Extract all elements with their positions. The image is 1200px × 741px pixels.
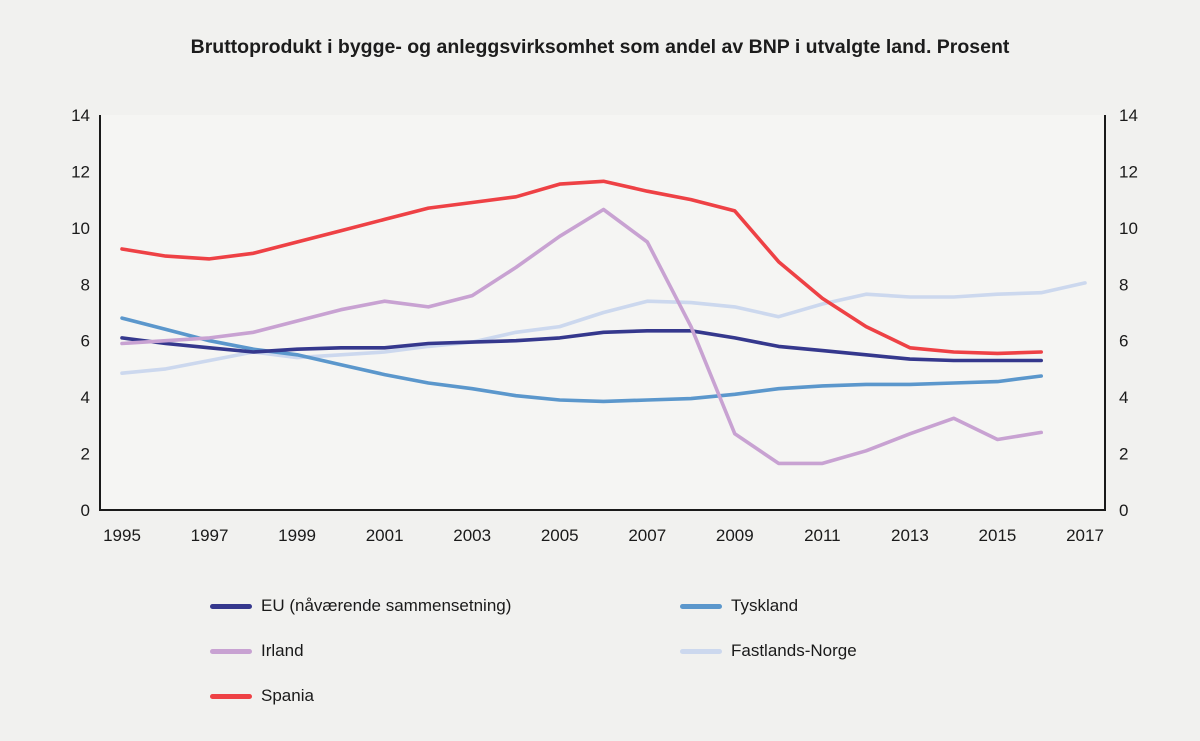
series-line-spania xyxy=(120,179,1043,356)
y-axis-tick-right: 4 xyxy=(1119,388,1128,407)
y-axis-tick-left: 4 xyxy=(81,388,90,407)
legend-label-spania: Spania xyxy=(261,686,314,705)
y-axis-tick-right: 0 xyxy=(1119,501,1128,520)
x-axis-tick: 2005 xyxy=(541,526,579,545)
x-axis-tick: 2017 xyxy=(1066,526,1104,545)
legend-item-spania: Spania xyxy=(210,684,680,708)
y-axis-tick-left: 12 xyxy=(71,162,90,181)
legend-swatch-spania xyxy=(210,693,252,699)
y-axis-tick-right: 8 xyxy=(1119,275,1128,294)
x-axis-tick: 2009 xyxy=(716,526,754,545)
legend-item-tyskland: Tyskland xyxy=(680,594,857,618)
legend-item-irland: Irland xyxy=(210,639,680,663)
series-line-irland xyxy=(120,207,1043,466)
series-line-fastlands-norge xyxy=(120,281,1087,376)
y-axis-tick-right: 6 xyxy=(1119,332,1128,351)
x-axis-tick: 2001 xyxy=(366,526,404,545)
y-axis-tick-left: 6 xyxy=(81,332,90,351)
y-axis-tick-right: 14 xyxy=(1119,106,1138,125)
legend-swatch-eu xyxy=(210,603,252,609)
legend-item-fastlands-norge: Fastlands-Norge xyxy=(680,639,857,663)
y-axis-tick-left: 8 xyxy=(81,275,90,294)
x-axis-tick: 1997 xyxy=(191,526,229,545)
x-axis-tick: 2015 xyxy=(979,526,1017,545)
y-axis-tick-left: 2 xyxy=(81,445,90,464)
x-axis-tick: 2007 xyxy=(628,526,666,545)
legend-swatch-irland xyxy=(210,648,252,654)
y-axis-tick-right: 10 xyxy=(1119,219,1138,238)
legend-label-fastlands-norge: Fastlands-Norge xyxy=(731,641,857,660)
x-axis-tick: 2013 xyxy=(891,526,929,545)
legend-swatch-tyskland xyxy=(680,603,722,609)
chart-title: Bruttoprodukt i bygge- og anleggsvirksom… xyxy=(190,36,1010,58)
y-axis-tick-left: 0 xyxy=(81,501,90,520)
x-axis-tick: 1995 xyxy=(103,526,141,545)
x-axis-tick: 2003 xyxy=(453,526,491,545)
legend-label-tyskland: Tyskland xyxy=(731,596,799,615)
x-axis-tick: 2011 xyxy=(804,526,841,545)
y-axis-tick-right: 2 xyxy=(1119,445,1128,464)
y-axis-tick-right: 12 xyxy=(1119,162,1138,181)
legend-label-irland: Irland xyxy=(261,641,304,660)
x-axis-tick: 1999 xyxy=(278,526,316,545)
series-line-eu xyxy=(120,329,1043,363)
chart-canvas: 0 0 2 2 4 4 6 6 8 8 10 10 12 12 14 14 1995 1997 1999 2001 20… xyxy=(71,106,1138,545)
legend-swatch-fastlands-norge xyxy=(680,648,722,654)
y-axis-tick-left: 14 xyxy=(71,106,90,125)
chart-legend: EU (nåværende sammensetning) Tyskland Irla… xyxy=(210,594,857,708)
legend-item-eu: EU (nåværende sammensetning) xyxy=(210,594,680,618)
legend-label-eu: EU (nåværende sammensetning) xyxy=(261,596,512,615)
y-axis-tick-left: 10 xyxy=(71,219,90,238)
